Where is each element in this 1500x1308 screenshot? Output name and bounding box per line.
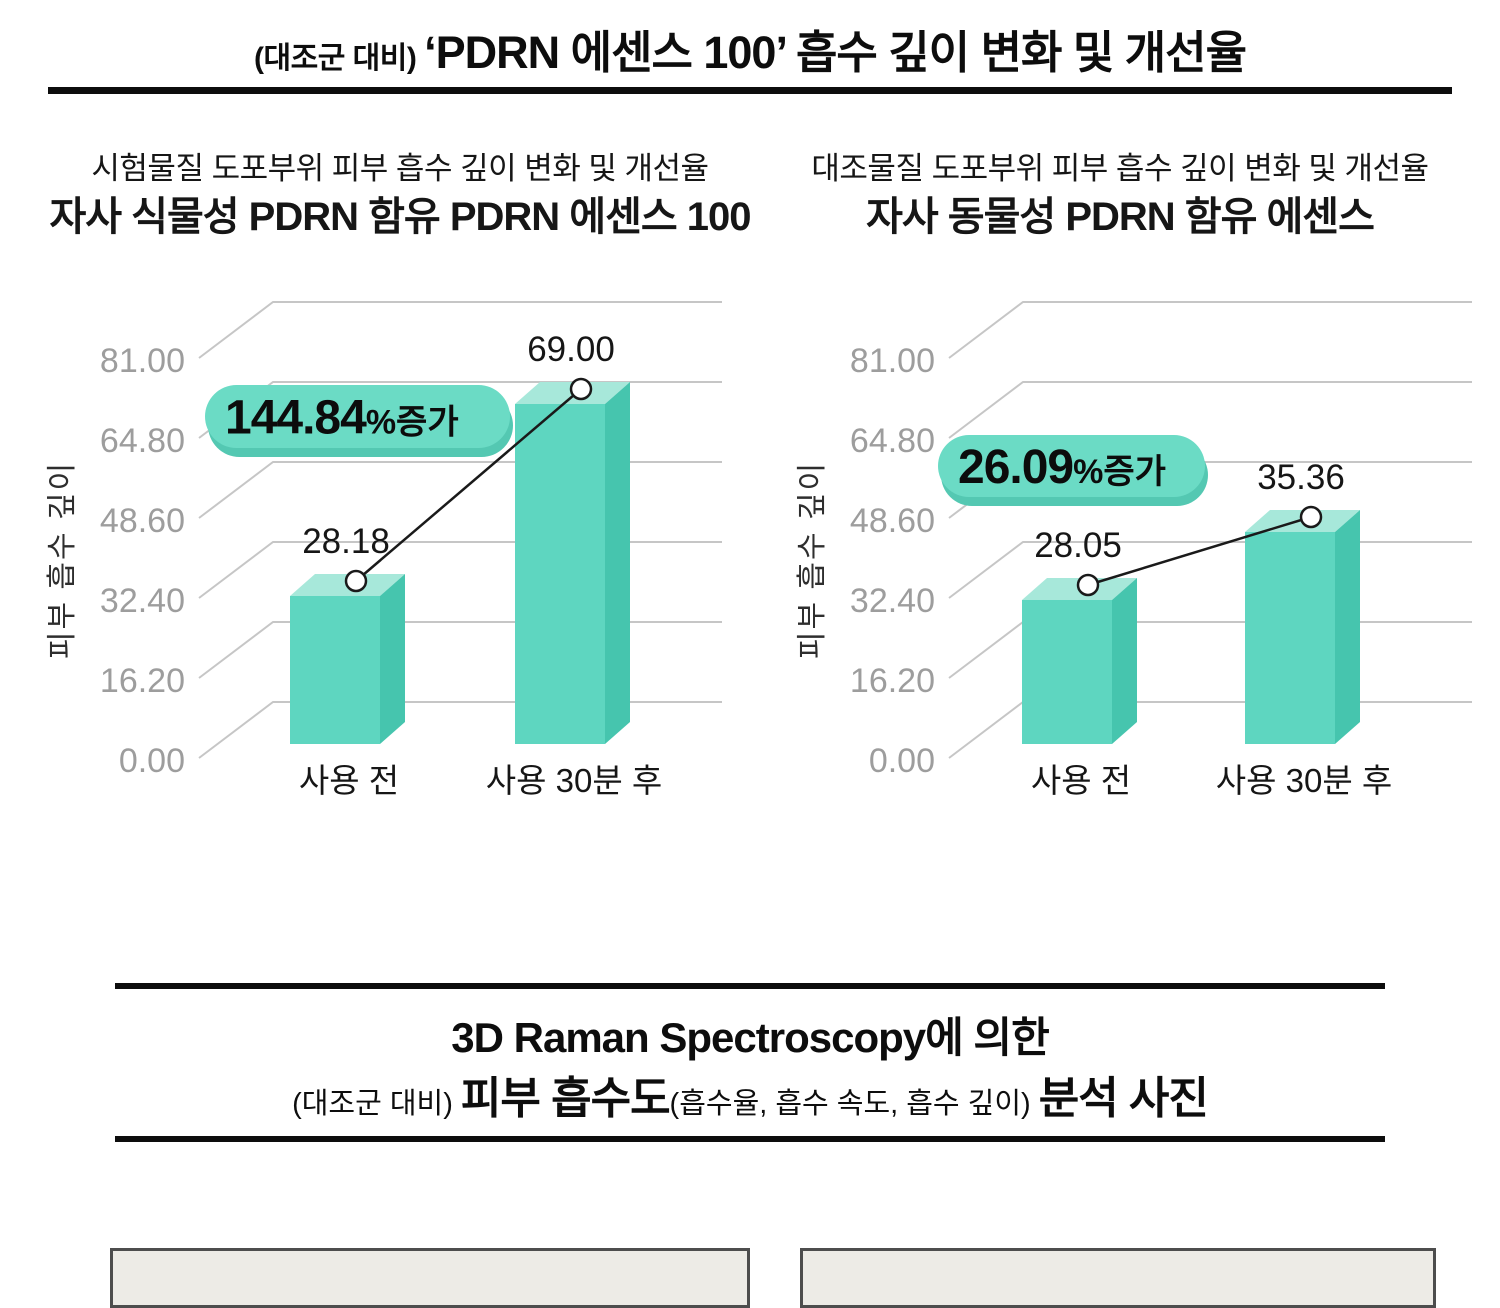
value-label: 28.05 [1034,526,1122,565]
control-chart-header: 대조물질 도포부위 피부 흡수 깊이 변화 및 개선율 자사 동물성 PDRN … [755,148,1485,244]
infographic-page: { "header": { "title_prefix": "(대조군 대비) … [0,16,1500,1308]
category-label: 사용 전 [299,762,399,799]
marker-dot [344,569,368,593]
test-chart-header: 시험물질 도포부위 피부 흡수 깊이 변화 및 개선율 자사 식물성 PDRN … [25,148,775,244]
analysis-photo-box-left [110,1248,750,1308]
value-label: 35.36 [1257,458,1345,497]
control-chart-subtitle: 대조물질 도포부위 피부 흡수 깊이 변화 및 개선율 [811,151,1429,186]
y-axis-title: 피부 흡수 깊이 [796,461,829,659]
category-label: 사용 30분 후 [1216,762,1392,799]
marker-dot [1299,505,1323,529]
grid-line [948,541,1472,599]
section2-title-line2: (대조군 대비) 피부 흡수도(흡수율, 흡수 속도, 흡수 깊이) 분석 사진 [0,1062,1500,1126]
grid-line [948,381,1472,439]
marker-dot [1076,573,1100,597]
grid-line [198,541,722,599]
y-axis-title: 피부 흡수 깊이 [46,461,79,659]
section2-bold2: 분석 사진 [1038,1074,1209,1123]
y-tick-label: 48.60 [850,502,935,540]
bar-front [515,404,605,744]
test-chart-title: 자사 식물성 PDRN 함유 PDRN 에센스 100 [49,195,751,239]
y-tick-label: 81.00 [100,342,185,380]
connector-line [355,388,582,582]
analysis-photo-box-right [800,1248,1436,1308]
grid-line [198,701,722,759]
bar-front [1245,532,1335,744]
bar-front [290,596,380,744]
y-tick-label: 32.40 [100,582,185,620]
title-divider-rule [48,87,1452,94]
grid-line [198,301,722,359]
increase-badge [205,385,510,448]
badge-label: 144.84%증가 [225,392,459,445]
control-chart-title: 자사 동물성 PDRN 함유 에센스 [866,195,1375,239]
grid-line [198,621,722,679]
page-title: (대조군 대비) ‘PDRN 에센스 100’ 흡수 깊이 변화 및 개선율 [0,16,1500,81]
grid-line [948,301,1472,359]
section2-top-rule [115,983,1385,989]
badge-label: 26.09%증가 [958,441,1166,494]
value-label: 28.18 [302,522,390,561]
y-tick-label: 32.40 [850,582,935,620]
increase-badge [938,435,1205,497]
category-label: 사용 전 [1031,762,1131,799]
bar-side [380,574,405,744]
y-tick-label: 0.00 [869,742,935,780]
section2-bottom-rule [115,1136,1385,1142]
section2-paren: (흡수율, 흡수 속도, 흡수 깊이) [669,1088,1039,1120]
connector-line [1087,515,1312,587]
section2-bold1: 피부 흡수도 [460,1074,671,1123]
bar-front [1022,600,1112,744]
y-tick-label: 48.60 [100,502,185,540]
y-tick-label: 16.20 [100,662,185,700]
y-tick-label: 0.00 [119,742,185,780]
section2-prefix: (대조군 대비) [292,1088,461,1120]
marker-dot [569,377,593,401]
test-substance-chart: 81.00 64.80 48.60 32.40 16.20 0.00 피부 흡수 깊이 144… [46,301,722,799]
bar-side [1112,578,1137,744]
control-substance-chart: 81.00 64.80 48.60 32.40 16.20 0.00 피부 흡수 깊이 26.… [796,301,1472,799]
page-title-main: ‘PDRN 에센스 100’ 흡수 깊이 변화 및 개선율 [424,27,1247,78]
grid-line [198,461,722,519]
y-tick-label: 64.80 [850,422,935,460]
bar-side [1335,510,1360,744]
y-tick-label: 64.80 [100,422,185,460]
charts-canvas: 81.00 64.80 48.60 32.40 16.20 0.00 피부 흡수 깊이 144… [46,301,1472,799]
y-tick-label: 81.00 [850,342,935,380]
category-label: 사용 30분 후 [486,762,662,799]
bar-side [605,382,630,744]
value-label: 69.00 [527,330,615,369]
test-chart-subtitle: 시험물질 도포부위 피부 흡수 깊이 변화 및 개선율 [91,151,709,186]
section2-title-line1: 3D Raman Spectroscopy에 의한 [451,1014,1049,1061]
y-tick-label: 16.20 [850,662,935,700]
page-title-prefix: (대조군 대비) [254,42,425,75]
